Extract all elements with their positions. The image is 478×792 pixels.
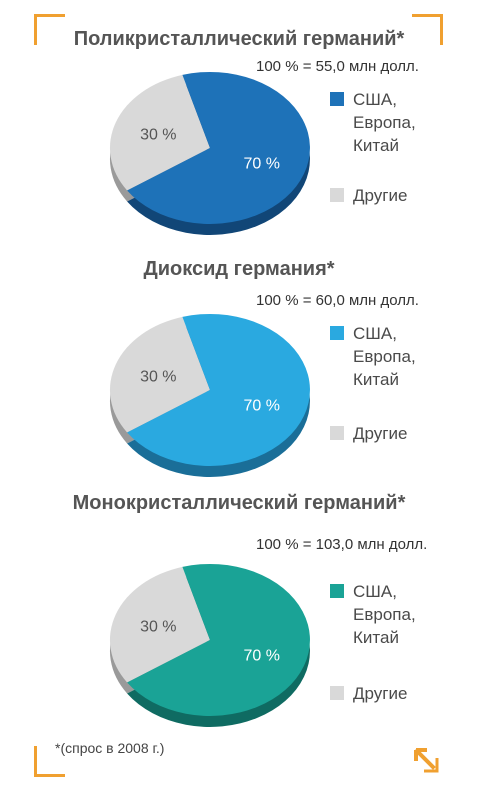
pie-label-other: 30 % — [140, 619, 176, 636]
pie-label-main: 70 % — [243, 397, 279, 414]
legend-label-main: США, Европа, Китай — [353, 582, 416, 647]
legend-swatch-other — [330, 686, 344, 700]
pie-slice-other — [109, 316, 210, 433]
legend-label-other: Другие — [353, 424, 408, 443]
legend-item-other: Другие — [330, 682, 407, 705]
chart-1-svg: 70 % 30 % — [109, 71, 310, 235]
arrow-up-left-icon — [410, 744, 440, 774]
chart-2-pie: 70 % 30 % — [92, 300, 332, 490]
chart-3-pie: 70 % 30 % — [92, 550, 332, 740]
chart-3-svg: 70 % 30 % — [109, 563, 310, 727]
chart-2-title: Диоксид германия* — [143, 258, 335, 280]
legend-item-main: США, Европа, Китай — [330, 88, 416, 157]
legend-label-other: Другие — [353, 186, 408, 205]
frame-corner-top-right — [412, 14, 443, 45]
legend-swatch-main — [330, 326, 344, 340]
legend-label-main: США, Европа, Китай — [353, 90, 416, 155]
legend-item-main: США, Европа, Китай — [330, 580, 416, 649]
legend-item-other: Другие — [330, 422, 407, 445]
pie-label-other: 30 % — [140, 127, 176, 144]
pie-label-main: 70 % — [243, 647, 279, 664]
pie-slice-main — [127, 313, 310, 466]
pie-label-other: 30 % — [140, 369, 176, 386]
chart-2-svg: 70 % 30 % — [109, 313, 310, 477]
frame-corner-top-left — [34, 14, 65, 45]
chart-2-total: 100 % = 60,0 млн долл. — [256, 292, 419, 309]
pie-slice-other — [109, 566, 210, 683]
chart-3-total: 100 % = 103,0 млн долл. — [256, 536, 428, 553]
pie-label-main: 70 % — [243, 155, 279, 172]
chart-1-title: Поликристаллический германий* — [73, 28, 405, 50]
legend-swatch-main — [330, 92, 344, 106]
legend-swatch-other — [330, 426, 344, 440]
legend-item-main: США, Европа, Китай — [330, 322, 416, 391]
legend-swatch-other — [330, 188, 344, 202]
legend-swatch-main — [330, 584, 344, 598]
pie-slice-other — [109, 74, 210, 191]
chart-1-pie: 70 % 30 % — [92, 58, 332, 248]
pie-slice-main — [127, 563, 310, 716]
legend-item-other: Другие — [330, 184, 407, 207]
frame-corner-bottom-left — [34, 746, 65, 777]
chart-3-title: Монокристаллический германий* — [72, 492, 406, 514]
footnote: *(спрос в 2008 г.) — [55, 740, 165, 756]
chart-1-total: 100 % = 55,0 млн долл. — [256, 58, 419, 75]
legend-label-other: Другие — [353, 684, 408, 703]
pie-slice-main — [127, 71, 310, 224]
legend-label-main: США, Европа, Китай — [353, 324, 416, 389]
